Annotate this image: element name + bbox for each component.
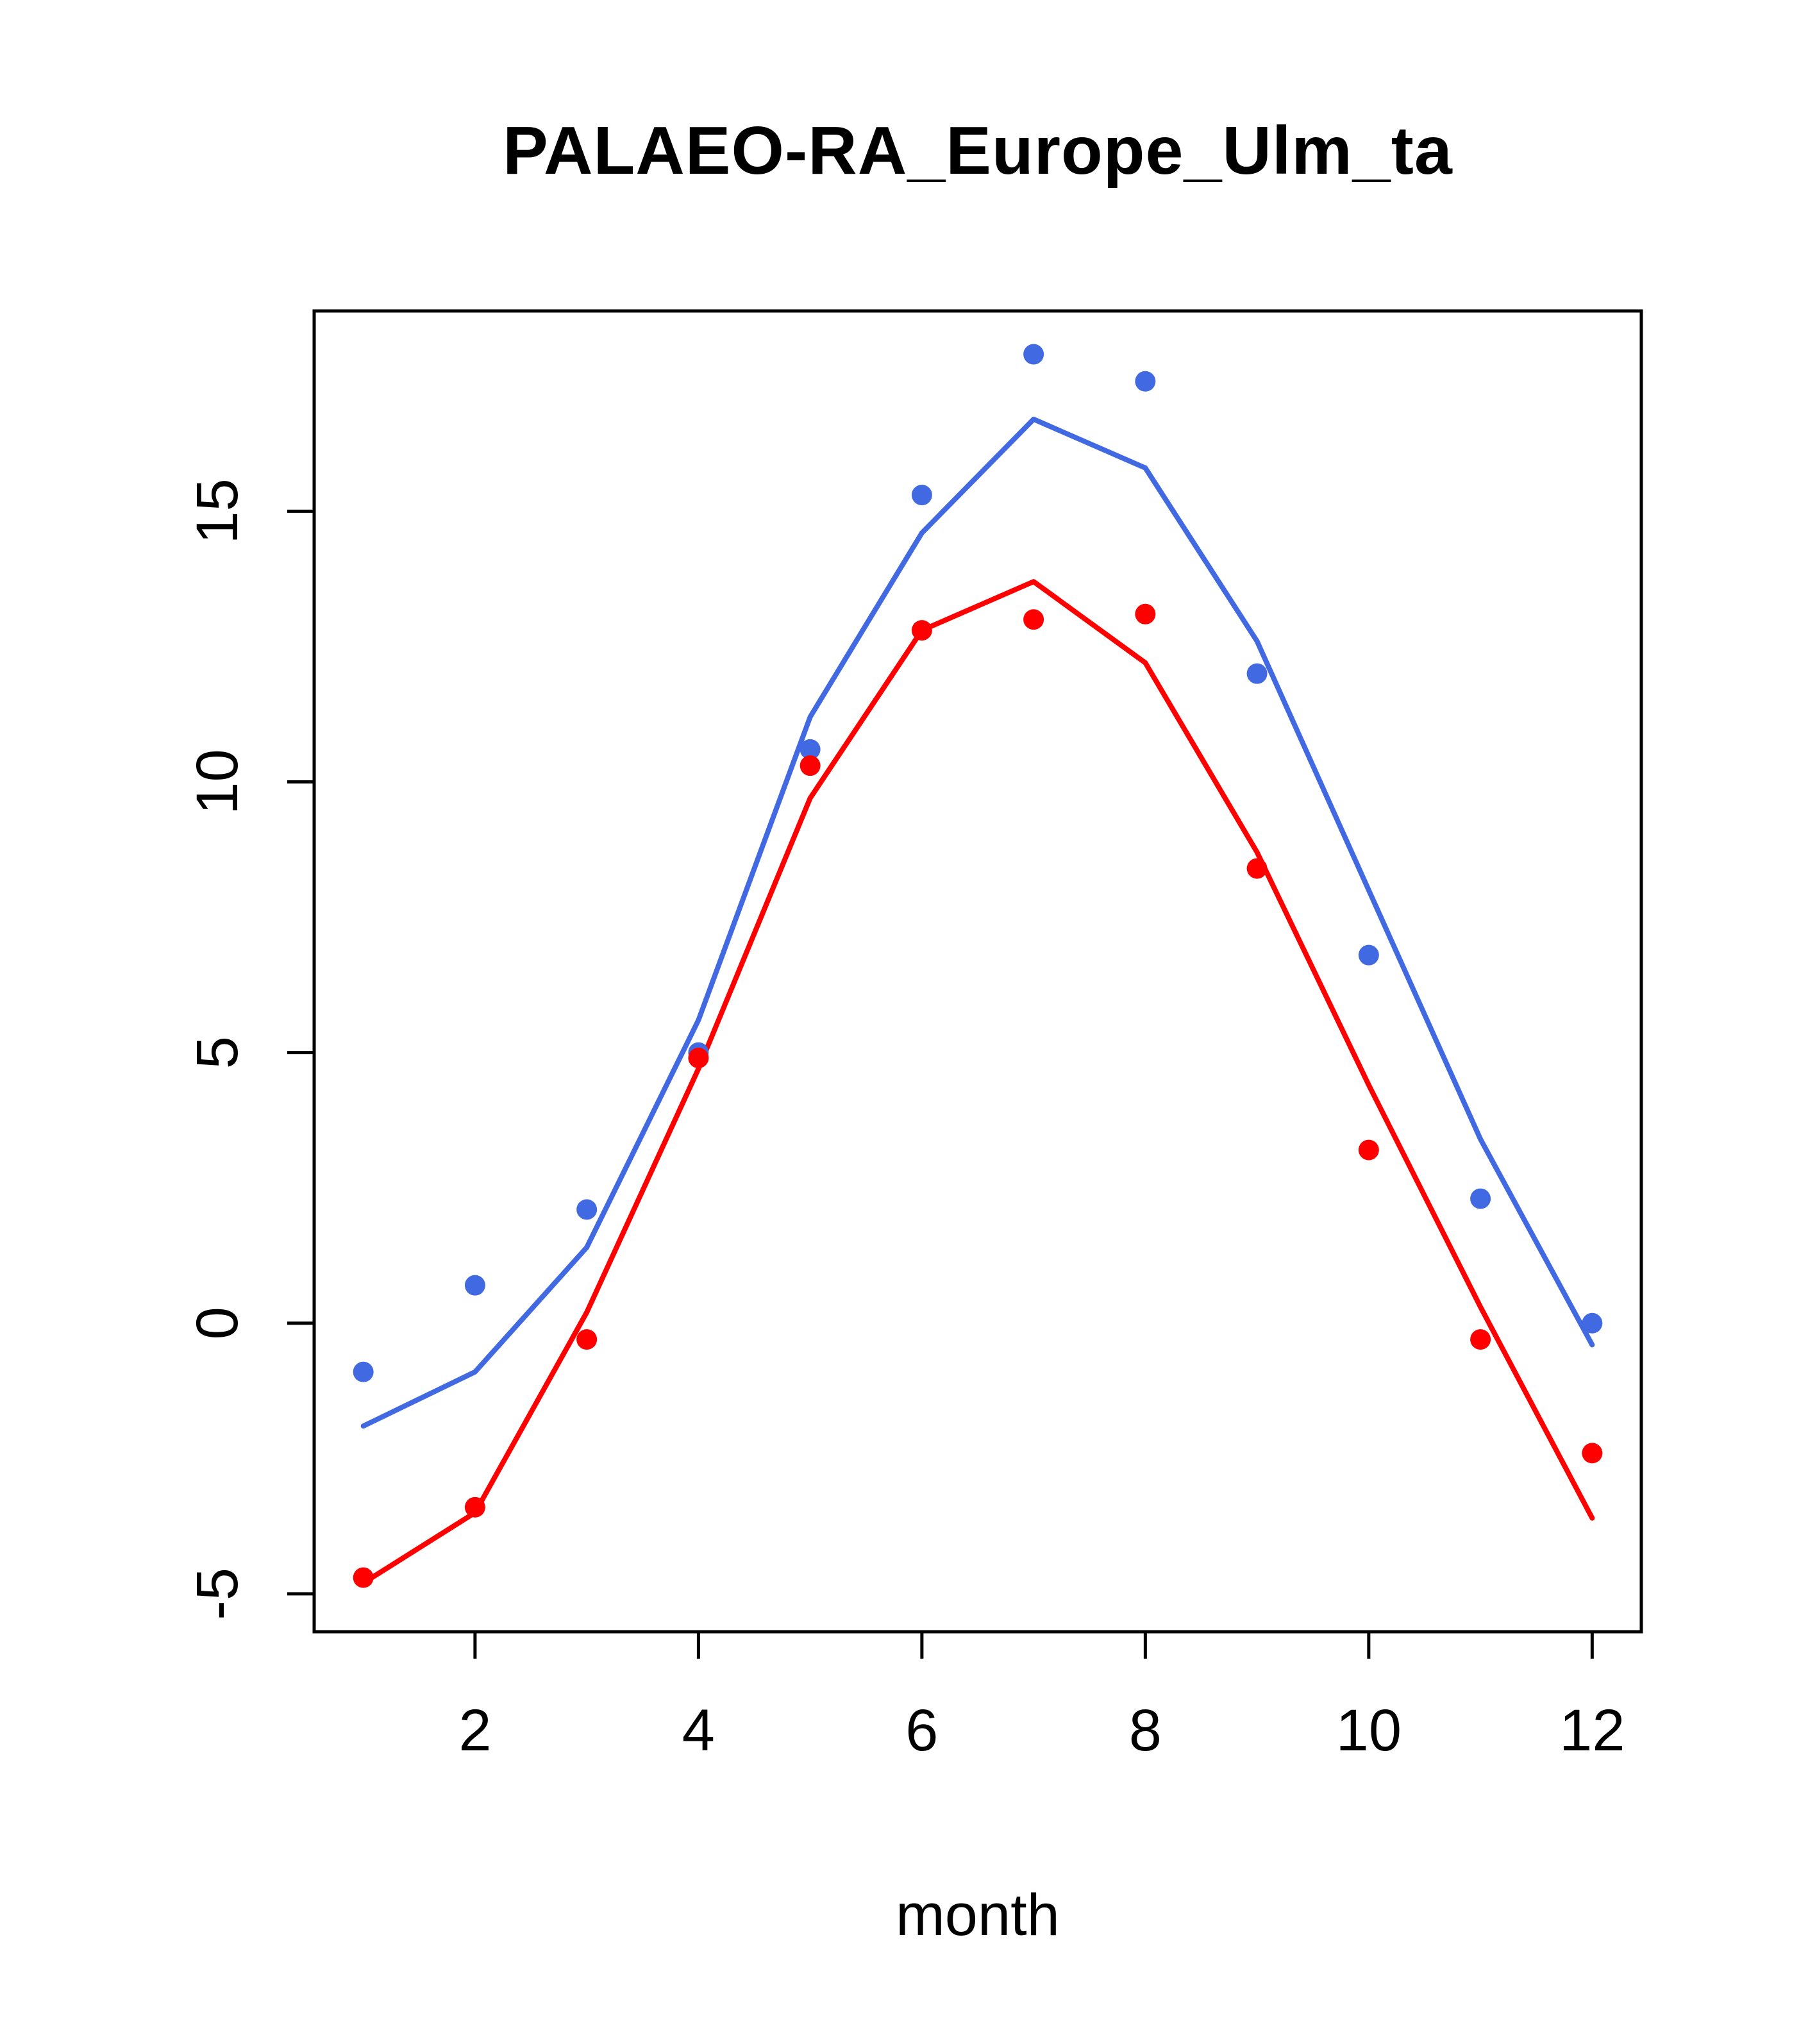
chart-title: PALAEO-RA_Europe_Ulm_ta <box>503 113 1453 188</box>
plot-frame <box>312 309 1643 1634</box>
blue-points-marker <box>353 1361 374 1382</box>
blue-points-marker <box>911 485 932 506</box>
x-tick-label: 12 <box>1559 1698 1625 1763</box>
blue-points-marker <box>1470 1188 1491 1209</box>
blue-points-marker <box>1246 663 1268 684</box>
series-blue-line <box>360 416 1595 1429</box>
blue-points-marker <box>1135 371 1156 392</box>
red-points-marker <box>464 1496 485 1518</box>
red-line <box>360 579 1595 1586</box>
blue-points-marker <box>1358 944 1379 966</box>
red-points-marker <box>353 1567 374 1588</box>
x-tick-label: 6 <box>905 1698 938 1763</box>
blue-points-marker <box>1023 344 1044 365</box>
y-tick-label: 15 <box>185 478 250 544</box>
x-tick-label: 10 <box>1336 1698 1402 1763</box>
red-points-marker <box>1135 603 1156 624</box>
x-tick-label: 4 <box>682 1698 715 1763</box>
y-tick-label: -5 <box>185 1568 250 1620</box>
x-tick-label: 2 <box>458 1698 491 1763</box>
blue-points-marker <box>800 739 821 760</box>
red-points-marker <box>800 755 821 776</box>
blue-line <box>360 416 1595 1429</box>
blue-points-marker <box>464 1275 485 1296</box>
blue-points-marker <box>576 1199 598 1220</box>
y-tick-label: 5 <box>185 1036 250 1069</box>
x-tick-label: 8 <box>1129 1698 1162 1763</box>
blue-points-marker <box>1582 1312 1603 1334</box>
red-points-marker <box>1470 1329 1491 1350</box>
y-tick-label: 10 <box>185 749 250 814</box>
red-points-marker <box>911 620 932 641</box>
red-points-marker <box>576 1329 598 1350</box>
x-axis-label: month <box>896 1882 1060 1948</box>
red-points-marker <box>1582 1443 1603 1464</box>
red-points-marker <box>688 1048 709 1069</box>
series-red-points <box>353 603 1603 1588</box>
y-tick-label: 0 <box>185 1307 250 1339</box>
series-red-line <box>360 579 1595 1586</box>
red-points-marker <box>1023 609 1044 630</box>
series-blue-points <box>353 344 1603 1382</box>
red-points-marker <box>1246 858 1268 879</box>
red-points-marker <box>1358 1139 1379 1160</box>
